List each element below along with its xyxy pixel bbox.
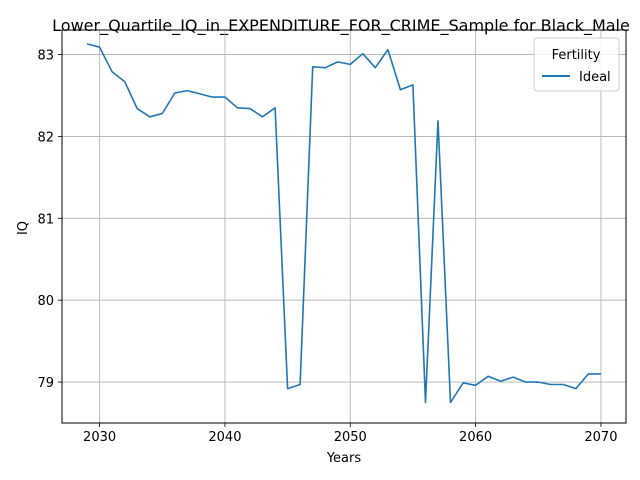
y-tick-label: 83 xyxy=(37,49,54,64)
y-tick-label: 80 xyxy=(37,294,54,309)
grid-lines xyxy=(62,30,626,423)
axis-ticks: 2030 2040 2050 2060 2070 79 80 81 82 83 xyxy=(37,49,617,445)
chart-title: Lower_Quartile_IQ_in_EXPENDITURE_FOR_CRI… xyxy=(52,16,630,36)
series-line-ideal xyxy=(86,43,601,404)
legend-box xyxy=(533,37,620,92)
series-lines xyxy=(86,43,601,404)
y-tick-label: 82 xyxy=(37,130,54,145)
legend-title: Fertility xyxy=(552,48,601,63)
y-tick-label: 81 xyxy=(37,212,54,227)
x-tick-label: 2050 xyxy=(334,430,367,445)
y-tick-label: 79 xyxy=(37,376,54,391)
x-axis-title: Years xyxy=(326,451,362,466)
x-tick-label: 2030 xyxy=(83,430,116,445)
x-tick-label: 2060 xyxy=(459,430,492,445)
y-axis-title: IQ xyxy=(16,221,31,235)
plot-frame xyxy=(61,29,627,424)
x-tick-label: 2070 xyxy=(584,430,617,445)
x-tick-label: 2040 xyxy=(208,430,241,445)
legend-label-ideal: Ideal xyxy=(579,70,611,85)
legend: Fertility Ideal xyxy=(533,37,620,92)
